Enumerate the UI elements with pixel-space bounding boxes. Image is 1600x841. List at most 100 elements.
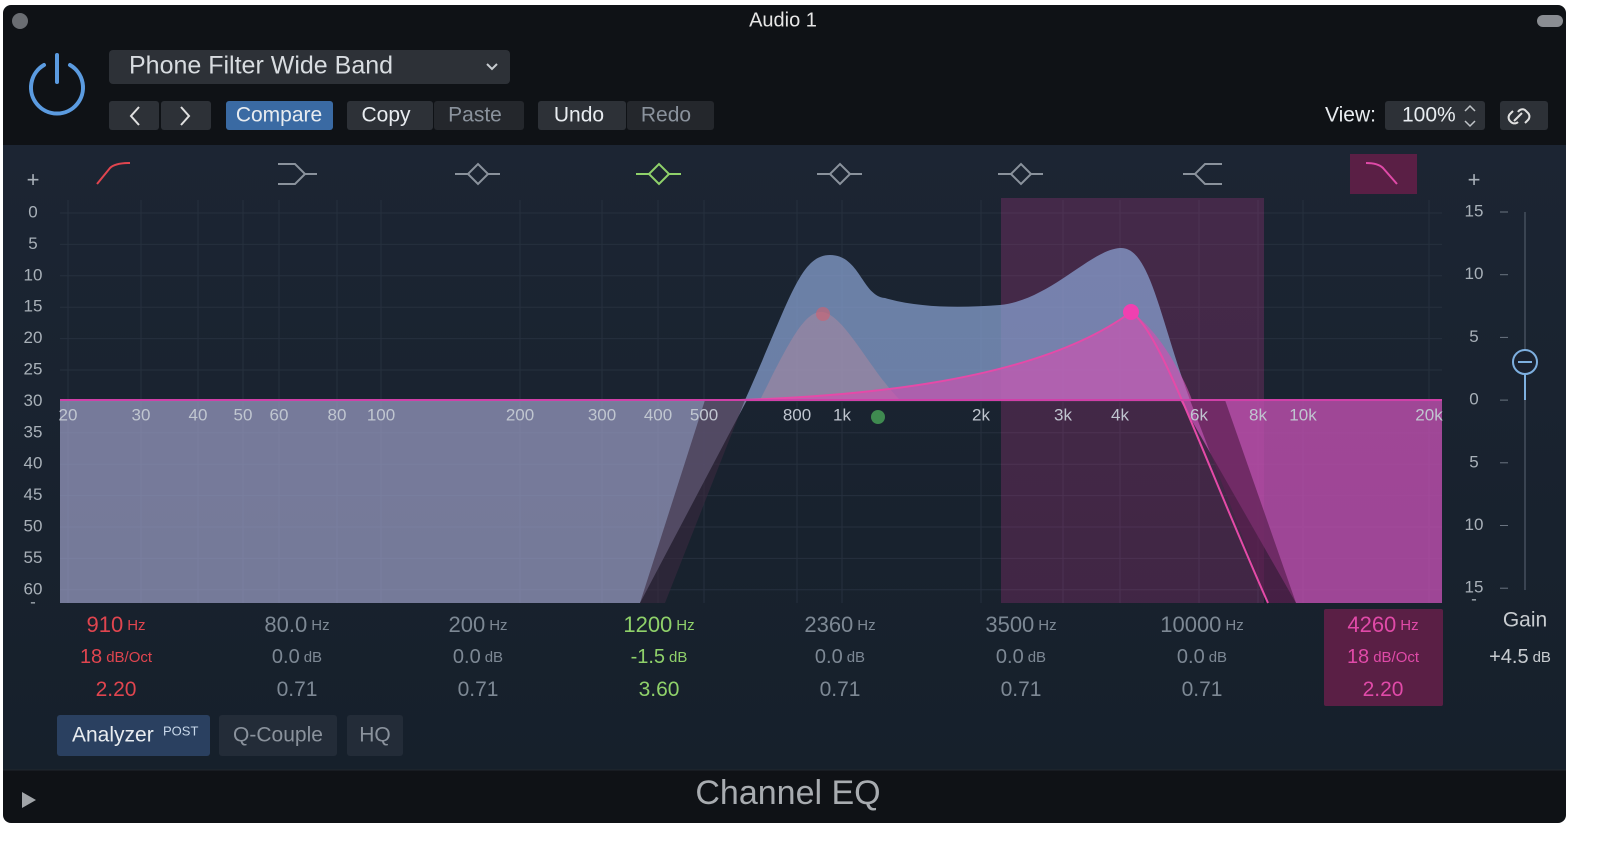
- left-scale-label: 10: [24, 265, 43, 284]
- band-freq[interactable]: 4260 Hz: [1347, 612, 1418, 637]
- band-freq[interactable]: 80.0 Hz: [264, 612, 329, 637]
- freq-label: 300: [588, 405, 616, 424]
- band-icon[interactable]: [96, 162, 131, 185]
- q-couple-button[interactable]: Q-Couple: [219, 715, 337, 756]
- band-gain[interactable]: 18 dB/Oct: [1347, 646, 1420, 668]
- band-gain[interactable]: 0.0 dB: [996, 646, 1046, 668]
- close-button[interactable]: [12, 13, 28, 29]
- preset-menu[interactable]: Phone Filter Wide Band: [109, 50, 510, 84]
- hq-button[interactable]: HQ: [347, 715, 403, 756]
- analyzer-label: Analyzer: [72, 724, 154, 747]
- right-scale-label: 15: [1465, 201, 1484, 220]
- band-freq[interactable]: 3500 Hz: [985, 612, 1056, 637]
- band-freq-value: 3500: [985, 612, 1034, 637]
- band-gain[interactable]: 0.0 dB: [272, 646, 322, 668]
- gain-readout[interactable]: +4.5 dB: [1489, 646, 1551, 668]
- band-freq-unit: Hz: [1038, 617, 1056, 634]
- band-icon[interactable]: [998, 162, 1043, 186]
- band-handle[interactable]: [1123, 304, 1139, 320]
- eq-fill: [1180, 400, 1442, 603]
- compare-button[interactable]: Compare: [226, 101, 333, 130]
- copy-button[interactable]: Copy: [347, 101, 433, 130]
- view-menu[interactable]: 100%: [1385, 101, 1485, 130]
- freq-label: 40: [189, 405, 208, 424]
- band-freq-unit: Hz: [311, 617, 329, 634]
- band-freq[interactable]: 2360 Hz: [804, 612, 875, 637]
- plugin-name: Channel EQ: [695, 774, 880, 812]
- power-button[interactable]: [29, 53, 85, 116]
- band-gain-value: 18: [1347, 646, 1369, 668]
- analyzer-button[interactable]: Analyzer POST: [57, 715, 210, 756]
- band-gain[interactable]: 18 dB/Oct: [80, 646, 153, 668]
- right-scale-label: 5: [1469, 452, 1478, 471]
- freq-label: 800: [783, 405, 811, 424]
- band-q[interactable]: 0.71: [277, 678, 318, 701]
- band-q[interactable]: 0.71: [458, 678, 499, 701]
- hq-label: HQ: [359, 724, 391, 747]
- band-q[interactable]: 2.20: [1363, 678, 1404, 701]
- expand-button[interactable]: [22, 792, 36, 808]
- freq-label: 30: [132, 405, 151, 424]
- band-gain[interactable]: 0.0 dB: [815, 646, 865, 668]
- band-q[interactable]: 0.71: [820, 678, 861, 701]
- band-gain-value: 0.0: [996, 646, 1024, 668]
- left-scale-label: 50: [24, 516, 43, 535]
- gain-value: +4.5: [1489, 646, 1528, 668]
- undo-label: Undo: [554, 104, 604, 127]
- paste-button[interactable]: Paste: [434, 101, 524, 130]
- band-handle[interactable]: [871, 410, 885, 424]
- paste-label: Paste: [448, 104, 502, 127]
- band-freq-value: 2360: [804, 612, 853, 637]
- band-gain-value: 18: [80, 646, 102, 668]
- left-scale-label: 5: [28, 234, 37, 253]
- band-gain-value: 0.0: [815, 646, 843, 668]
- band-q[interactable]: 3.60: [639, 678, 680, 701]
- band-q-value: 0.71: [277, 678, 318, 701]
- freq-label: 400: [644, 405, 672, 424]
- freq-label: 200: [506, 405, 534, 424]
- undo-button[interactable]: Undo: [538, 101, 626, 130]
- band-icon[interactable]: [1365, 162, 1398, 185]
- band-q[interactable]: 0.71: [1001, 678, 1042, 701]
- view-label: View:: [1325, 104, 1376, 127]
- band-q[interactable]: 0.71: [1182, 678, 1223, 701]
- band-icon[interactable]: [278, 163, 317, 185]
- band-freq[interactable]: 1200 Hz: [623, 612, 694, 637]
- link-button[interactable]: [1500, 101, 1548, 130]
- band-icons: [96, 154, 1417, 194]
- band-freq[interactable]: 10000 Hz: [1160, 612, 1244, 637]
- freq-label: 1k: [833, 405, 851, 424]
- prev-button[interactable]: [109, 101, 159, 130]
- band-gain-unit: dB: [847, 649, 865, 666]
- band-freq-unit: Hz: [1400, 617, 1418, 634]
- band-gain-unit: dB: [669, 649, 687, 666]
- band-icon[interactable]: [1183, 163, 1222, 185]
- band-gain[interactable]: 0.0 dB: [453, 646, 503, 668]
- right-scale-label: 10: [1465, 515, 1484, 534]
- freq-label: 80: [328, 405, 347, 424]
- band-icon[interactable]: [455, 162, 500, 186]
- band-icon[interactable]: [636, 162, 681, 186]
- band-gain-unit: dB/Oct: [106, 649, 153, 666]
- band-icon[interactable]: [817, 162, 862, 186]
- next-button[interactable]: [161, 101, 211, 130]
- band-freq-unit: Hz: [676, 617, 694, 634]
- band-q[interactable]: 2.20: [96, 678, 137, 701]
- left-scale-label: 55: [24, 548, 43, 567]
- freq-label: 2k: [972, 405, 990, 424]
- band-fill: [740, 312, 1192, 400]
- gain-unit: dB: [1533, 649, 1551, 666]
- band-gain[interactable]: -1.5 dB: [631, 646, 688, 668]
- band-gain-unit: dB: [485, 649, 503, 666]
- band-freq[interactable]: 910 Hz: [86, 612, 145, 637]
- band-gain[interactable]: 0.0 dB: [1177, 646, 1227, 668]
- freq-label: 4k: [1111, 405, 1129, 424]
- band-freq[interactable]: 200 Hz: [448, 612, 507, 637]
- redo-button[interactable]: Redo: [627, 101, 714, 130]
- window-title: Audio 1: [749, 9, 817, 31]
- window-control[interactable]: [1537, 15, 1563, 27]
- band-gain-unit: dB: [304, 649, 322, 666]
- band-handle[interactable]: [816, 307, 830, 321]
- left-scale-label: -: [30, 592, 36, 611]
